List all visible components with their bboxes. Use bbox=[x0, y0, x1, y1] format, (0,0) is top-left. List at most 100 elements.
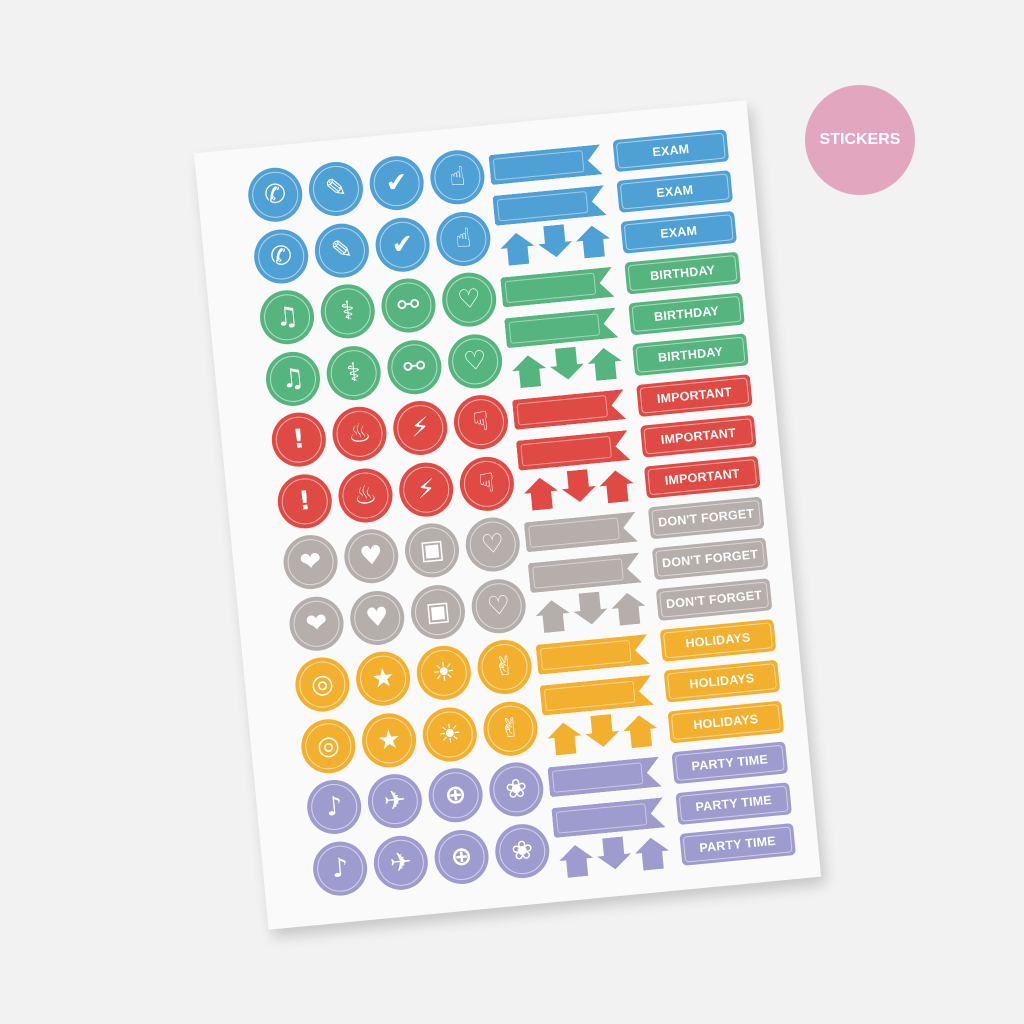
label-sticker: PARTY TIME bbox=[675, 782, 792, 826]
circle-sticker: ✈ bbox=[371, 832, 431, 892]
circle-sticker: ⚡ bbox=[396, 459, 456, 519]
arrow-up-icon bbox=[499, 231, 536, 266]
circle-sticker: ❤ bbox=[281, 532, 341, 592]
label-text: EXAM bbox=[659, 223, 698, 242]
circle-sticker: ♥ bbox=[341, 526, 401, 586]
checkmark-icon: ✔ bbox=[390, 228, 415, 261]
peace-sign-icon: ✌ bbox=[498, 712, 523, 745]
circle-sticker: ✔ bbox=[367, 153, 427, 213]
instagram-icon: ◎ bbox=[315, 729, 342, 762]
like-bubble-icon: ❤ bbox=[304, 607, 329, 640]
airplane-icon: ✈ bbox=[382, 785, 408, 818]
gift-icon: ▣ bbox=[418, 534, 446, 567]
heart-icon: ♥ bbox=[364, 601, 391, 634]
arrow-up-icon bbox=[634, 836, 671, 871]
finger-heart-icon: ♡ bbox=[462, 344, 489, 377]
fire-icon: ♨ bbox=[352, 478, 379, 512]
dumbbell-icon: ⚯ bbox=[396, 289, 421, 322]
peace-sign-icon: ✌ bbox=[492, 651, 517, 683]
finger-heart-icon: ♡ bbox=[456, 283, 483, 316]
thumbs-up-icon: ☝ bbox=[453, 222, 473, 255]
label-sticker: HOLIDAYS bbox=[659, 619, 777, 662]
circle-sticker: ★ bbox=[353, 649, 413, 709]
thumbs-down-icon: ☟ bbox=[477, 467, 497, 500]
circle-sticker: ! bbox=[269, 410, 329, 470]
label-text: BIRTHDAY bbox=[649, 263, 716, 284]
label-text: IMPORTANT bbox=[660, 425, 737, 447]
circle-sticker: ✆ bbox=[251, 226, 311, 286]
ribbon-sticker bbox=[528, 553, 642, 594]
circle-sticker: ⊕ bbox=[432, 827, 491, 886]
label-sticker: DON'T FORGET bbox=[655, 578, 773, 621]
circle-sticker: ⚕ bbox=[318, 281, 378, 341]
circle-sticker: ♪ bbox=[304, 777, 364, 837]
circle-sticker: ☀ bbox=[414, 643, 474, 703]
paw-icon: ❀ bbox=[504, 773, 529, 806]
circle-sticker: ⚯ bbox=[379, 276, 438, 335]
circle-sticker: ♫ bbox=[257, 287, 317, 347]
arrow-down-icon bbox=[584, 713, 621, 748]
circle-sticker: ♡ bbox=[469, 576, 529, 636]
circle-sticker: ☟ bbox=[451, 392, 511, 452]
gift-icon: ▣ bbox=[424, 595, 452, 628]
circle-sticker: ♨ bbox=[330, 404, 390, 464]
circle-sticker: ⚡ bbox=[390, 398, 450, 458]
label-text: EXAM bbox=[655, 182, 694, 201]
arrow-up-icon bbox=[546, 721, 583, 756]
label-sticker: IMPORTANT bbox=[643, 455, 761, 499]
circle-sticker: ✌ bbox=[475, 637, 535, 697]
ribbon-sticker bbox=[536, 634, 650, 675]
label-sticker: BIRTHDAY bbox=[628, 292, 745, 336]
circle-sticker: ♫ bbox=[263, 348, 323, 408]
label-sticker: IMPORTANT bbox=[636, 374, 753, 417]
label-text: HOLIDAYS bbox=[692, 711, 759, 733]
circle-sticker: ♡ bbox=[463, 515, 523, 575]
arrow-up-icon bbox=[575, 224, 612, 259]
circle-sticker: ▣ bbox=[408, 582, 468, 642]
label-sticker: HOLIDAYS bbox=[663, 659, 781, 703]
label-text: PARTY TIME bbox=[691, 752, 769, 774]
circle-sticker: ★ bbox=[359, 710, 419, 770]
arrow-down-icon bbox=[560, 469, 597, 504]
label-text: PARTY TIME bbox=[698, 833, 777, 856]
paw-icon: ❀ bbox=[509, 834, 535, 867]
lightbulb-icon: ☀ bbox=[436, 717, 463, 751]
circle-sticker: ✆ bbox=[245, 165, 305, 225]
like-bubble-icon: ❤ bbox=[298, 546, 323, 579]
label-sticker: EXAM bbox=[612, 129, 730, 173]
label-sticker: DON'T FORGET bbox=[647, 496, 765, 540]
arrow-up-icon bbox=[622, 714, 659, 749]
circle-sticker: ❀ bbox=[492, 821, 552, 881]
label-sticker: EXAM bbox=[616, 170, 734, 213]
music-icon: ♫ bbox=[273, 301, 301, 334]
label-text: DON'T FORGET bbox=[665, 588, 763, 612]
arrow-down-icon bbox=[572, 591, 609, 626]
tiktok-icon: ♪ bbox=[324, 791, 344, 823]
whatsapp-icon: ✆ bbox=[268, 240, 294, 272]
arrow-up-icon bbox=[511, 354, 548, 389]
circle-sticker: ☟ bbox=[457, 453, 517, 513]
circle-sticker: ◎ bbox=[298, 716, 358, 776]
exclamation-icon: ! bbox=[291, 424, 307, 456]
label-sticker: PARTY TIME bbox=[679, 823, 796, 866]
circle-sticker: ⚯ bbox=[384, 337, 444, 397]
circle-sticker: ♡ bbox=[439, 270, 499, 330]
label-sticker: EXAM bbox=[620, 210, 737, 254]
arrow-down-icon bbox=[595, 836, 632, 871]
label-sticker: IMPORTANT bbox=[640, 414, 757, 458]
label-text: HOLIDAYS bbox=[684, 630, 752, 651]
arrow-up-icon bbox=[610, 591, 647, 626]
circle-sticker: ✈ bbox=[365, 771, 425, 831]
label-text: DON'T FORGET bbox=[661, 547, 759, 571]
gamepad-icon: ⊕ bbox=[443, 779, 468, 812]
badge-text: STICKERS bbox=[819, 131, 901, 148]
circle-sticker: ✌ bbox=[480, 698, 540, 758]
circle-sticker: ❀ bbox=[486, 759, 546, 819]
label-text: IMPORTANT bbox=[664, 466, 741, 488]
arrow-down-icon bbox=[537, 224, 574, 259]
ribbon-sticker bbox=[540, 675, 654, 716]
heart-icon: ♥ bbox=[358, 540, 385, 573]
arrow-down-icon bbox=[548, 346, 585, 381]
fire-icon: ♨ bbox=[346, 417, 373, 450]
instagram-icon: ◎ bbox=[309, 668, 336, 701]
